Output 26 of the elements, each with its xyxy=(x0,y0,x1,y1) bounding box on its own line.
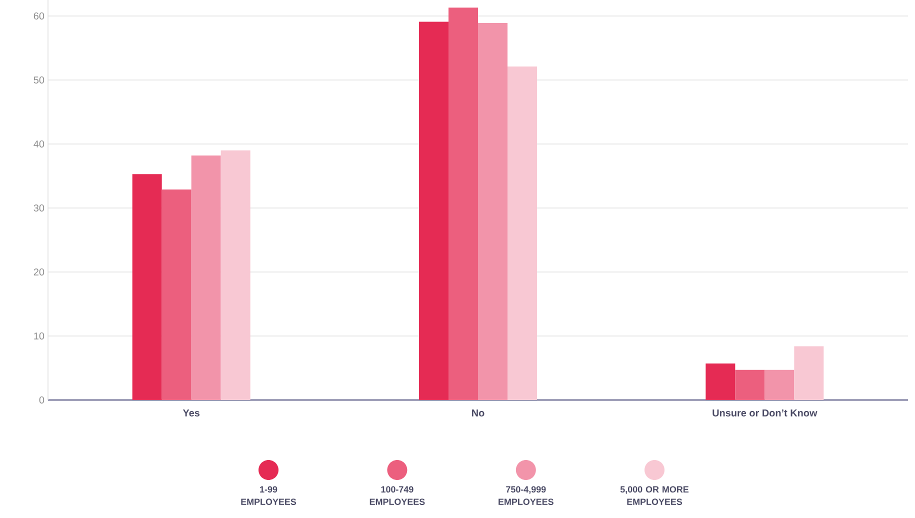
bar xyxy=(419,22,449,400)
y-tick-label: 40 xyxy=(34,140,44,148)
y-tick-label: 60 xyxy=(34,12,44,20)
y-tick-label: 50 xyxy=(34,76,44,84)
legend-label: 1-99 EMPLOYEES xyxy=(241,486,296,506)
bar xyxy=(478,23,508,400)
bar xyxy=(132,174,162,400)
bar xyxy=(162,189,192,400)
legend-label: 5,000 OR MORE EMPLOYEES xyxy=(620,486,689,506)
y-tick-label: 10 xyxy=(34,332,44,340)
y-tick-label: 30 xyxy=(34,204,44,212)
bar xyxy=(794,346,824,400)
bar xyxy=(735,370,765,400)
bar xyxy=(448,8,478,400)
x-tick-label: Yes xyxy=(182,410,200,416)
y-tick-label: 20 xyxy=(34,268,44,276)
y-tick-label: 0 xyxy=(39,396,44,404)
bar xyxy=(220,150,250,400)
legend-label: 100-749 EMPLOYEES xyxy=(370,486,425,506)
bar xyxy=(191,156,221,400)
x-tick-label: Unsure or Don’t Know xyxy=(712,410,818,416)
bar xyxy=(706,364,736,400)
bar xyxy=(764,370,794,400)
legend-label: 750-4,999 EMPLOYEES xyxy=(498,486,554,506)
x-tick-label: No xyxy=(472,410,484,416)
bar xyxy=(508,66,538,400)
